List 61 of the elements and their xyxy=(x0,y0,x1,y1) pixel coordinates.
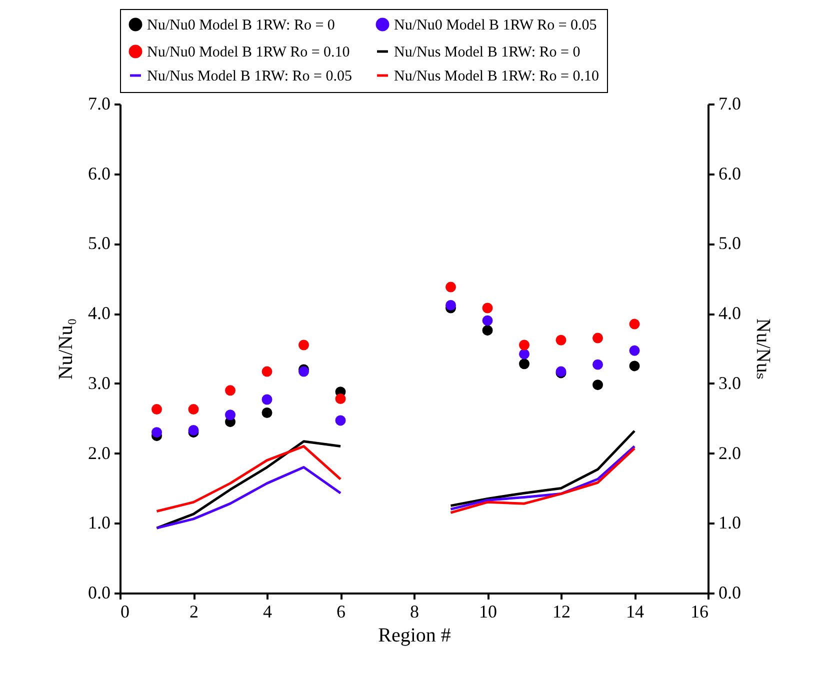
legend-label: Nu/Nu0 Model B 1RW Ro = 0.10 xyxy=(147,44,350,60)
point xyxy=(298,340,309,350)
x-tick-label: 2 xyxy=(190,602,198,622)
y2-tick-label: 4.0 xyxy=(718,303,741,324)
y2-tick-label: 5.0 xyxy=(718,233,741,254)
x-tick-label: 4 xyxy=(263,602,272,622)
point xyxy=(225,410,236,420)
point xyxy=(446,300,456,310)
y-tick-label: 0.0 xyxy=(88,582,110,602)
point xyxy=(592,380,603,390)
point xyxy=(592,332,603,344)
point xyxy=(482,315,493,326)
point xyxy=(152,404,162,415)
x-tick-label: 12 xyxy=(552,602,570,622)
y2-axis-title: Nu/Nuₛ xyxy=(752,318,774,380)
legend-label: Nu/Nu0 Model B 1RW: Ro = 0 xyxy=(147,18,335,34)
y-tick-label: 1.0 xyxy=(88,512,110,533)
point xyxy=(556,334,566,346)
x-tick-label: 8 xyxy=(410,602,419,622)
point xyxy=(446,282,456,292)
x-tick-label: 14 xyxy=(626,602,644,622)
point xyxy=(519,348,530,360)
y-tick-label: 2.0 xyxy=(88,442,110,463)
legend-label: Nu/Nus Model B 1RW: Ro = 0.05 xyxy=(147,68,352,84)
point xyxy=(629,318,640,330)
y2-tick-label: 2.0 xyxy=(718,442,741,463)
y2-tick-label: 1.0 xyxy=(718,512,741,533)
point xyxy=(592,359,603,370)
point xyxy=(335,415,346,426)
point xyxy=(482,325,493,336)
y-tick-label: 4.0 xyxy=(88,303,110,324)
x-tick-label: 10 xyxy=(479,602,497,622)
y2-tick-label: 7.0 xyxy=(718,94,741,114)
point xyxy=(262,366,272,377)
y2-tick-label: 0.0 xyxy=(718,582,741,602)
y-tick-label: 5.0 xyxy=(88,233,110,254)
legend-label: Nu/Nus Model B 1RW: Ro = 0 xyxy=(394,44,580,60)
x-tick-label: 0 xyxy=(120,602,130,622)
y2-tick-label: 3.0 xyxy=(718,372,741,393)
point xyxy=(482,302,493,314)
y-tick-label: 3.0 xyxy=(88,372,110,393)
x-tick-label: 6 xyxy=(336,602,346,622)
y-axis-title: Nu/Nu₀ xyxy=(55,318,77,380)
point xyxy=(225,385,236,396)
point xyxy=(262,408,272,418)
point xyxy=(629,345,640,356)
point xyxy=(335,394,346,404)
y-tick-label: 7.0 xyxy=(88,94,110,114)
x-axis-title: Region # xyxy=(378,624,451,646)
legend-label: Nu/Nus Model B 1RW: Ro = 0.10 xyxy=(394,68,599,84)
y-tick-label: 6.0 xyxy=(88,163,110,184)
point xyxy=(519,340,530,350)
point xyxy=(152,427,162,438)
point xyxy=(629,360,640,372)
x-tick-label: 16 xyxy=(690,602,708,622)
point xyxy=(262,394,272,405)
legend-label: Nu/Nu0 Model B 1RW Ro = 0.05 xyxy=(394,18,597,34)
point xyxy=(188,425,199,436)
point xyxy=(188,404,199,415)
y2-tick-label: 6.0 xyxy=(718,163,741,184)
point xyxy=(519,358,530,370)
